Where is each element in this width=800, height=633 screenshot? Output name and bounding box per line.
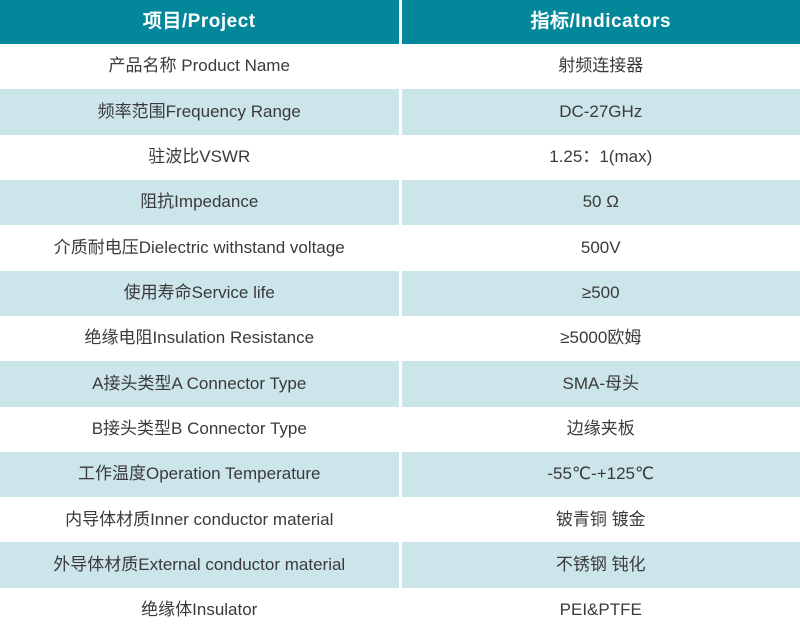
project-cell: 驻波比VSWR xyxy=(0,134,402,180)
indicator-cell: DC-27GHz xyxy=(559,101,643,121)
project-cell: 频率范围Frequency Range xyxy=(0,89,402,135)
table-row: 驻波比VSWR 1.25：1(max) xyxy=(0,134,800,180)
indicator-cell: 射频连接器 xyxy=(558,56,644,76)
table-row: 阻抗Impedance 50 Ω xyxy=(0,179,800,226)
project-cell: 使用寿命Service life xyxy=(0,270,402,316)
indicator-cell: PEI&PTFE xyxy=(559,600,642,620)
project-cell: 介质耐电压Dielectric withstand voltage xyxy=(0,225,402,271)
indicator-cell: 不锈钢 钝化 xyxy=(555,554,646,574)
indicator-cell: 铍青铜 镀金 xyxy=(555,509,646,529)
indicator-cell: 边缘夹板 xyxy=(566,418,635,438)
table-row: 绝缘体Insulator PEI&PTFE xyxy=(0,587,800,633)
project-cell: 产品名称 Product Name xyxy=(0,44,402,90)
table-row: 介质耐电压Dielectric withstand voltage 500V xyxy=(0,225,800,271)
project-cell: 内导体材质Inner conductor material xyxy=(0,497,402,543)
indicator-cell: 500V xyxy=(580,237,621,257)
project-cell: 绝缘电阻Insulation Resistance xyxy=(0,315,402,362)
project-cell: 绝缘体Insulator xyxy=(0,587,402,633)
table-row: 内导体材质Inner conductor material 铍青铜 镀金 xyxy=(0,497,800,543)
table-row: 产品名称 Product Name 射频连接器 xyxy=(0,44,800,90)
table-row: 绝缘电阻Insulation Resistance ≥5000欧姆 xyxy=(0,315,800,362)
indicator-cell: 1.25：1(max) xyxy=(549,147,653,167)
project-cell: 外导体材质External conductor material xyxy=(0,542,402,588)
table-row: 使用寿命Service life ≥500 xyxy=(0,270,800,316)
table-header-row: 项目/Project 指标/Indicators xyxy=(0,0,800,44)
indicators-column-header: 指标/Indicators xyxy=(530,10,672,32)
indicator-cell: 50 Ω xyxy=(582,192,619,212)
indicator-cell: -55℃-+125℃ xyxy=(547,464,655,484)
project-cell: 阻抗Impedance xyxy=(0,179,402,226)
table-row: B接头类型B Connector Type 边缘夹板 xyxy=(0,406,800,452)
table-row: 频率范围Frequency Range DC-27GHz xyxy=(0,89,800,135)
project-cell: B接头类型B Connector Type xyxy=(0,406,402,452)
project-cell: A接头类型A Connector Type xyxy=(0,361,402,407)
indicator-cell: ≥500 xyxy=(581,283,620,303)
table-row: 外导体材质External conductor material 不锈钢 钝化 xyxy=(0,542,800,588)
indicator-cell: SMA-母头 xyxy=(562,373,640,393)
indicator-cell: ≥5000欧姆 xyxy=(560,328,642,348)
project-column-header: 项目/Project xyxy=(0,0,402,44)
table-row: A接头类型A Connector Type SMA-母头 xyxy=(0,361,800,407)
table-row: 工作温度Operation Temperature -55℃-+125℃ xyxy=(0,451,800,498)
project-cell: 工作温度Operation Temperature xyxy=(0,451,402,498)
